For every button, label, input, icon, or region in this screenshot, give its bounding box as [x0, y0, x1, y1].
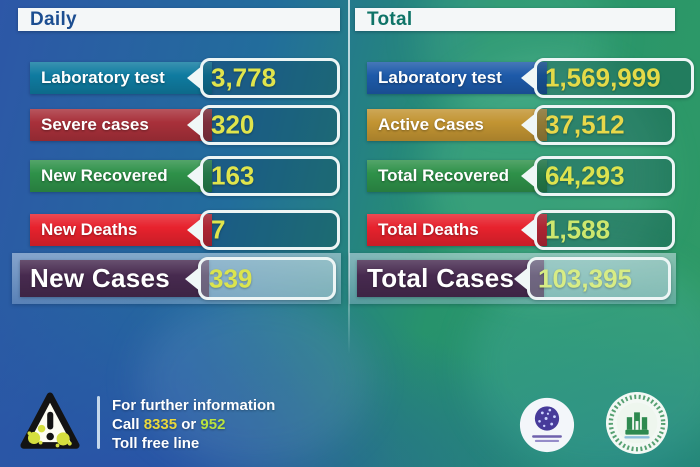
- stat-label: New Recovered: [41, 166, 168, 185]
- call-prefix: Call: [112, 416, 140, 433]
- stat-label-bar: New Cases: [20, 260, 209, 297]
- stat-label-bar: Total Recovered: [367, 160, 547, 192]
- stat-value: 339: [209, 263, 253, 293]
- arrow-left-icon: [187, 217, 203, 243]
- value-box: 320: [187, 105, 340, 145]
- stat-label: Active Cases: [378, 115, 484, 134]
- value-box: 37,512: [521, 105, 675, 145]
- stat-label-bar: Active Cases: [367, 109, 547, 141]
- stat-label: Laboratory test: [378, 68, 502, 87]
- public-health-institute-logo: [519, 397, 575, 453]
- stat-value: 7: [211, 214, 226, 245]
- contact-info: For further information Call 8335 or 952…: [112, 396, 275, 453]
- stat-row: New Deaths 7: [18, 210, 340, 250]
- arrow-left-icon: [187, 65, 203, 91]
- arrow-left-icon: [521, 163, 537, 189]
- stat-label-bar: New Recovered: [30, 160, 212, 192]
- stat-label: Total Deaths: [378, 220, 479, 239]
- stat-row: Active Cases 37,512: [355, 105, 675, 145]
- value-box: 339: [185, 257, 336, 300]
- stat-value: 64,293: [545, 160, 625, 191]
- stat-value: 163: [211, 160, 255, 191]
- stat-value: 37,512: [545, 109, 625, 140]
- arrow-left-icon: [187, 112, 203, 138]
- stat-label-bar: Severe cases: [30, 109, 212, 141]
- column-divider: [348, 0, 350, 354]
- value-box: 103,395: [514, 257, 671, 300]
- value-box: 7: [187, 210, 340, 250]
- stat-row: New Recovered 163: [18, 156, 340, 196]
- or-word: or: [181, 416, 197, 433]
- highlight-row: New Cases 339: [12, 253, 341, 304]
- stat-label-bar: Total Deaths: [367, 214, 547, 246]
- value-box: 1,588: [521, 210, 675, 250]
- daily-panel: Daily Laboratory test 3,778 Severe cases…: [12, 0, 341, 360]
- stat-label: Laboratory test: [41, 68, 165, 87]
- daily-header-label: Daily: [30, 8, 77, 30]
- highlight-row: Total Cases 103,395: [349, 253, 676, 304]
- stat-row: Laboratory test 3,778: [18, 58, 340, 98]
- warning-triangle-icon: [20, 392, 80, 449]
- stat-label: New Cases: [30, 263, 170, 293]
- stat-label: New Deaths: [41, 220, 138, 239]
- stat-value: 1,588: [545, 214, 611, 245]
- stat-label: Total Cases: [367, 263, 515, 293]
- daily-header: Daily: [18, 8, 340, 31]
- total-header: Total: [355, 8, 675, 31]
- stat-label-bar: Laboratory test: [367, 62, 547, 94]
- arrow-left-icon: [514, 265, 530, 292]
- info-line-2: Call 8335 or 952: [112, 415, 275, 434]
- value-box: 163: [187, 156, 340, 196]
- total-header-label: Total: [367, 8, 413, 30]
- value-box: 3,778: [187, 58, 340, 98]
- value-box: 1,569,999: [521, 58, 694, 98]
- stat-value: 103,395: [538, 263, 632, 293]
- stat-value: 1,569,999: [545, 62, 661, 93]
- total-panel: Total Laboratory test 1,569,999 Active C…: [349, 0, 694, 360]
- stat-value: 3,778: [211, 62, 277, 93]
- stat-label-bar: New Deaths: [30, 214, 212, 246]
- phone-number-secondary: 952: [200, 416, 226, 433]
- stat-row: Total Recovered 64,293: [355, 156, 675, 196]
- stat-row: Severe cases 320: [18, 105, 340, 145]
- stat-label-bar: Laboratory test: [30, 62, 212, 94]
- arrow-left-icon: [521, 65, 537, 91]
- phone-number-primary: 8335: [143, 416, 178, 433]
- arrow-left-icon: [187, 163, 203, 189]
- stat-label: Total Recovered: [378, 166, 510, 185]
- arrow-left-icon: [185, 265, 201, 292]
- footer-divider: [97, 396, 100, 449]
- arrow-left-icon: [521, 112, 537, 138]
- stat-label-bar: Total Cases: [357, 260, 544, 297]
- arrow-left-icon: [521, 217, 537, 243]
- info-line-3: Toll free line: [112, 435, 200, 452]
- stat-row: Total Deaths 1,588: [355, 210, 675, 250]
- stat-row: Laboratory test 1,569,999: [355, 58, 694, 98]
- regional-health-bureau-logo: [605, 391, 669, 455]
- value-box: 64,293: [521, 156, 675, 196]
- info-line-1: For further information: [112, 397, 276, 414]
- stat-label: Severe cases: [41, 115, 149, 134]
- stat-value: 320: [211, 109, 255, 140]
